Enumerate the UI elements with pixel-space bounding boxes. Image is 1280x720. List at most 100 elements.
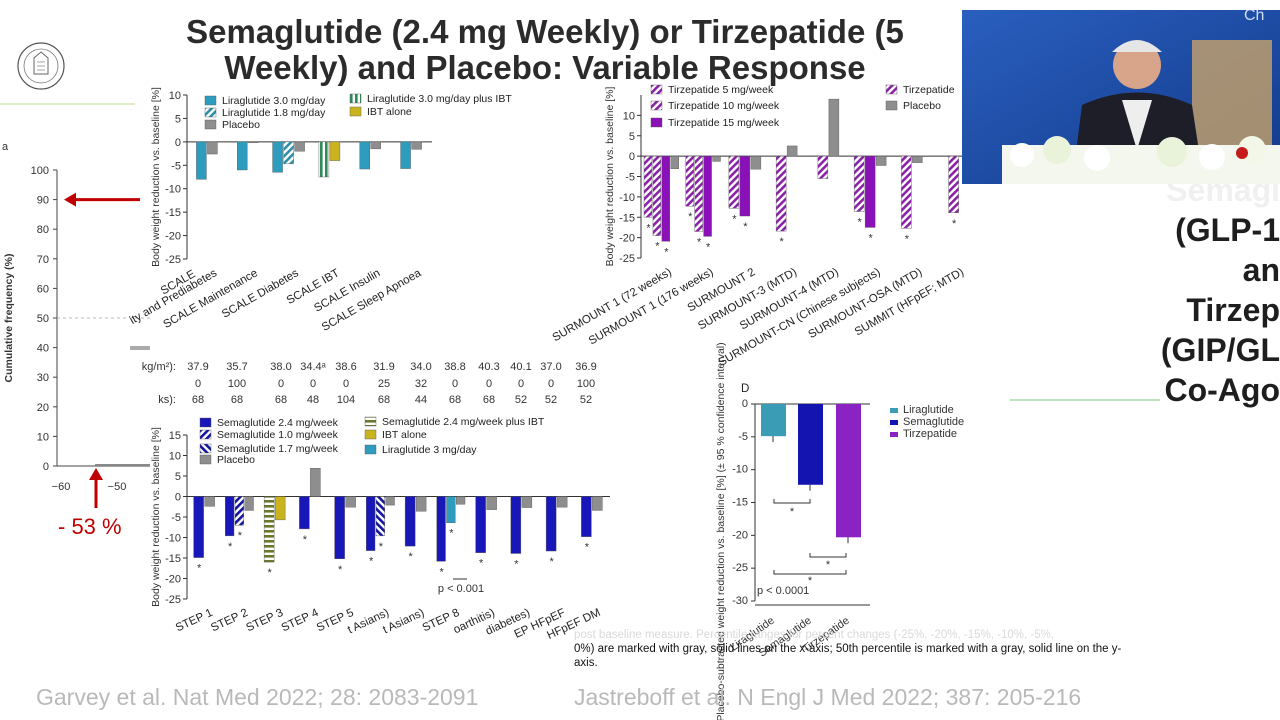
table-cell: 68 [231, 394, 243, 406]
y-tick-label: 70 [37, 254, 49, 266]
bar [643, 155, 653, 218]
significance-star: * [585, 542, 590, 554]
y-tick-label: -30 [732, 595, 748, 607]
y-tick-label: 60 [37, 283, 49, 295]
legend-swatch [890, 408, 898, 413]
bar [234, 496, 244, 526]
legend-swatch [199, 429, 212, 440]
y-tick-label: 15 [169, 430, 181, 442]
speaker-video-inset: Ch [962, 10, 1280, 184]
significance-star: * [905, 233, 910, 245]
y-axis-label: Placebo-subtracted weight reduction vs. … [715, 342, 727, 720]
y-axis-label: Body weight reduction vs. baseline [%] [150, 87, 162, 267]
bar [299, 496, 310, 530]
significance-star: * [826, 559, 831, 571]
sig-bracket [809, 553, 847, 558]
p-value-label: p < 0.0001 [757, 585, 809, 597]
bar [345, 496, 356, 508]
y-tick-label: 0 [742, 398, 748, 410]
citation-garvey: Garvey et al. Nat Med 2022; 28: 2083-209… [36, 684, 479, 710]
significance-star: * [857, 217, 862, 229]
significance-star: * [439, 566, 444, 578]
bar [237, 141, 248, 171]
bar [294, 141, 305, 152]
sig-bracket [773, 570, 847, 575]
significance-star: * [697, 237, 702, 249]
bar [415, 496, 427, 512]
y-tick-label: 0 [43, 461, 49, 473]
significance-star: * [449, 528, 454, 540]
bar [225, 496, 235, 537]
legend-label: Liraglutide 3 mg/day [382, 444, 477, 456]
y-tick-label: 20 [37, 402, 49, 414]
bar [207, 141, 218, 155]
table-cell: 34.0 [410, 361, 431, 373]
legend-label: Liraglutide 3.0 mg/day plus IBT [367, 93, 512, 105]
bar [244, 496, 254, 511]
significance-star: * [228, 541, 233, 553]
y-tick-label: -5 [171, 160, 181, 172]
legend-swatch [885, 84, 898, 95]
bar [712, 155, 721, 162]
legend-label: Semaglutide 2.4 mg/week [217, 417, 339, 429]
legend-swatch [204, 107, 217, 118]
legend-swatch [204, 119, 217, 130]
legend-label: Placebo [222, 119, 260, 131]
table-cell: 44 [415, 394, 427, 406]
legend-label: Semaglutide 1.0 mg/week [217, 429, 339, 441]
bar [901, 155, 912, 229]
bar [853, 155, 865, 212]
panel-letter: a [2, 141, 9, 153]
bar [486, 496, 497, 510]
legend-swatch [199, 454, 212, 465]
bar [283, 141, 294, 165]
bar [204, 496, 215, 507]
bar [366, 496, 376, 551]
legend-swatch [349, 93, 362, 104]
bar [510, 496, 522, 554]
table-cell: 0 [548, 378, 554, 390]
table-cell: 52 [580, 394, 592, 406]
table-cell: 68 [378, 394, 390, 406]
legend-swatch [885, 100, 898, 111]
y-tick-label: 10 [37, 431, 49, 443]
legend-label: Placebo [903, 100, 941, 112]
legend-swatch [650, 117, 663, 128]
bar [661, 155, 671, 242]
bar [318, 141, 330, 178]
table-row-label: kg/m²): [142, 361, 176, 373]
legend-swatch [349, 106, 362, 117]
legend-swatch [199, 443, 212, 454]
significance-star: * [779, 236, 784, 248]
significance-star: * [338, 564, 343, 576]
table-cell: 37.0 [540, 361, 561, 373]
bar [375, 496, 385, 537]
legend-label: Semaglutide 1.7 mg/week [217, 443, 339, 455]
legend-label: Tirzepatide [903, 428, 957, 440]
table-cell: 38.8 [444, 361, 465, 373]
table-cell: 40.1 [510, 361, 531, 373]
bar [670, 155, 679, 169]
y-tick-label: 90 [37, 195, 49, 207]
legend-label: Liraglutide 3.0 mg/day [222, 95, 326, 107]
y-tick-label: 80 [37, 224, 49, 236]
y-tick-label: -5 [171, 512, 181, 524]
table-cell: 52 [545, 394, 557, 406]
y-tick-label: 5 [629, 131, 635, 143]
legend-swatch [364, 429, 377, 440]
y-tick-label: -20 [165, 574, 181, 586]
bar [912, 155, 923, 163]
table-cell: 0 [452, 378, 458, 390]
panel-label: D [741, 383, 749, 395]
significance-star: * [664, 246, 669, 258]
y-tick-label: 0 [175, 492, 181, 504]
legend-swatch [650, 100, 663, 111]
y-tick-label: -15 [619, 212, 635, 224]
category-label: STEP 1 [174, 607, 215, 635]
bar [728, 155, 740, 209]
panel-d-bar [798, 404, 823, 485]
arrow-head-up [89, 468, 103, 480]
table-cell: 68 [275, 394, 287, 406]
bar [685, 155, 694, 207]
significance-star: * [238, 530, 243, 542]
